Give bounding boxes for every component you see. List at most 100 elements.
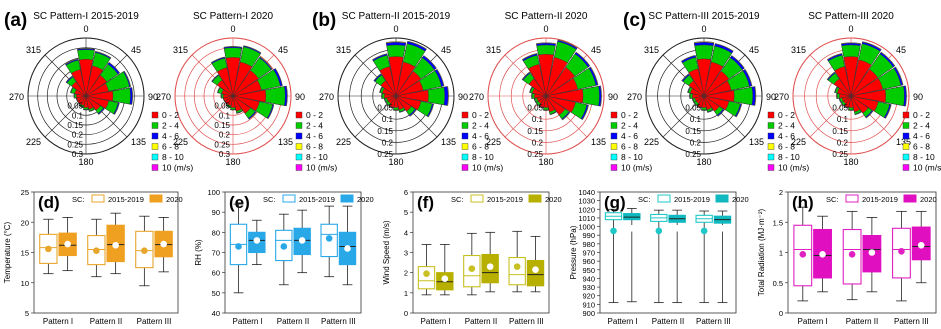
rose-wedge-1	[380, 80, 397, 97]
rose-radial-tick-label: 0.1	[219, 111, 231, 120]
wind-legend-label: 6 - 8	[621, 142, 638, 152]
rose-direction-label: 45	[591, 45, 601, 55]
wind-legend-5: 0 - 22 - 44 - 66 - 88 - 1010 (m/s)	[767, 110, 809, 173]
wind-legend-label: 0 - 2	[162, 110, 179, 120]
rose-wedge-1	[850, 59, 872, 97]
wind-legend-swatch	[610, 164, 618, 171]
box-mean-point	[235, 243, 242, 250]
y-axis-label: Wind Speed (m/s)	[382, 220, 391, 284]
rose-wedge-1	[76, 93, 87, 99]
rose-radial-tick-label: 0.25	[832, 150, 848, 159]
box-mean-point	[917, 241, 925, 249]
box-legend-prefix: SC:	[451, 195, 464, 204]
rose-direction-label: 225	[644, 137, 659, 147]
rose-direction-label: 270	[627, 92, 642, 102]
rose-radial-tick-label: 0.3	[72, 150, 84, 159]
rose-wedge-1	[839, 93, 852, 99]
rose-wedge-1	[395, 80, 424, 97]
panel-letter: (h)	[792, 193, 814, 212]
rose-wedge-1	[528, 78, 547, 97]
y-tick-label: 1030	[578, 197, 595, 206]
wind-legend-label: 2 - 4	[306, 121, 323, 131]
wind-legend-swatch	[902, 153, 910, 161]
box-legend-label-1: 2015-2019	[299, 195, 335, 204]
rose-direction-label: 270	[469, 92, 484, 102]
rose-wedge-1	[71, 81, 87, 97]
rose-radial-tick-label: 0.2	[382, 138, 394, 147]
rose-wedge-1	[395, 89, 429, 103]
wind-legend-label: 8 - 10	[913, 152, 935, 162]
rose-wedge-1	[216, 67, 234, 97]
wind-rose-5: 0 45 90 135 180 225 270 315 0.05 0.1 0.15 0.2 0.25	[627, 24, 776, 167]
rose-radial-tick-label: 0.1	[72, 111, 84, 120]
wind-legend-swatch	[461, 153, 469, 161]
rose-direction-label: 180	[388, 157, 403, 167]
wind-legend-swatch	[902, 143, 910, 150]
rose-direction-label: 135	[896, 137, 911, 147]
wind-legend-label: 6 - 8	[472, 142, 489, 152]
wind-legend-swatch	[151, 132, 159, 140]
wind-legend-swatch	[461, 111, 469, 119]
y-tick-label: 0	[404, 309, 408, 318]
wind-legend-swatch	[767, 153, 775, 161]
wind-rose-2: 0 45 90 135 180 225 270 315 0.050.10.150.20.250.…	[156, 24, 305, 167]
rose-radial-tick-label: 0.05	[214, 102, 230, 111]
rose-direction-label: 315	[173, 45, 188, 55]
rose-radial-tick-label: 0.2	[837, 138, 849, 147]
wind-legend-label: 6 - 8	[306, 142, 323, 152]
box-mean-point	[298, 237, 306, 244]
panel-letter-b: (b)	[312, 10, 336, 31]
y-tick-label: 80	[212, 228, 220, 237]
rose-wedge-1	[395, 61, 416, 97]
wind-legend-swatch	[902, 111, 910, 119]
rose-wedge-1	[232, 89, 267, 103]
wind-legend-swatch	[295, 164, 303, 171]
wind-legend-swatch	[461, 122, 469, 129]
y-axis-label: Pressure (hPa)	[569, 225, 578, 279]
rose-wedge-1	[545, 57, 568, 97]
rose-wedge-1	[232, 61, 253, 97]
rose-wedge-1	[216, 79, 234, 97]
rose-direction-label: 225	[486, 137, 501, 147]
wind-legend-swatch	[767, 122, 775, 129]
box-legend-label-2: 2020	[545, 195, 562, 204]
rose-wedge-1	[850, 78, 884, 97]
wind-rose-1: 0 45 90 135 180 225 270 315 0.050.10.150.20.250.…	[9, 24, 158, 167]
wind-rose-4: 0 45 90 135 180 225 270 315 0.05 0.1 0.15 0.2 0.25	[469, 24, 618, 167]
rose-wedge-1	[232, 79, 262, 97]
box-mean-point	[819, 251, 826, 258]
rose-wedge-1	[85, 95, 101, 111]
rose-radial-tick-label: 0.1	[382, 115, 394, 124]
rose-wedge-1	[545, 78, 579, 97]
box-legend-swatch-2	[903, 194, 917, 203]
y-tick-label: 1	[404, 289, 408, 298]
wind-legend-swatch	[295, 132, 303, 140]
rose-wedge-1	[696, 95, 705, 104]
wind-legend-label: 2 - 4	[621, 121, 638, 131]
panel-letter-c: (c)	[623, 10, 646, 31]
wind-legend-swatch	[461, 143, 469, 150]
panel-letter: (d)	[38, 193, 60, 212]
rose-wedge-1	[395, 70, 422, 97]
rose-direction-label: 315	[336, 45, 351, 55]
wind-legend-label: 8 - 10	[621, 152, 643, 162]
y-tick-label: 900	[582, 309, 595, 318]
rose-wedge-1	[225, 57, 241, 97]
wind-legend-label: 4 - 6	[913, 131, 930, 141]
rose-wedge-1	[843, 56, 859, 97]
panel-labels: (a) (b) (c) SC Pattern-I 2015-2019 SC Pa…	[4, 10, 894, 31]
wind-legend-swatch	[151, 122, 159, 129]
y-tick-label: 20	[21, 218, 29, 227]
box-mean-point	[719, 225, 726, 232]
box-legend-prefix: SC:	[826, 195, 839, 204]
rose-direction-label: 90	[458, 92, 468, 102]
rose-wedge-1	[85, 75, 107, 97]
rose-direction-label: 225	[791, 137, 806, 147]
rose-radial-tick-label: 0.25	[67, 140, 83, 149]
rose-wedge-1	[834, 66, 852, 97]
wind-legend-label: 0 - 2	[778, 110, 795, 120]
y-tick-label: 0.5	[773, 279, 783, 288]
y-tick-label: 910	[582, 300, 595, 309]
box-mean-point	[160, 240, 167, 248]
